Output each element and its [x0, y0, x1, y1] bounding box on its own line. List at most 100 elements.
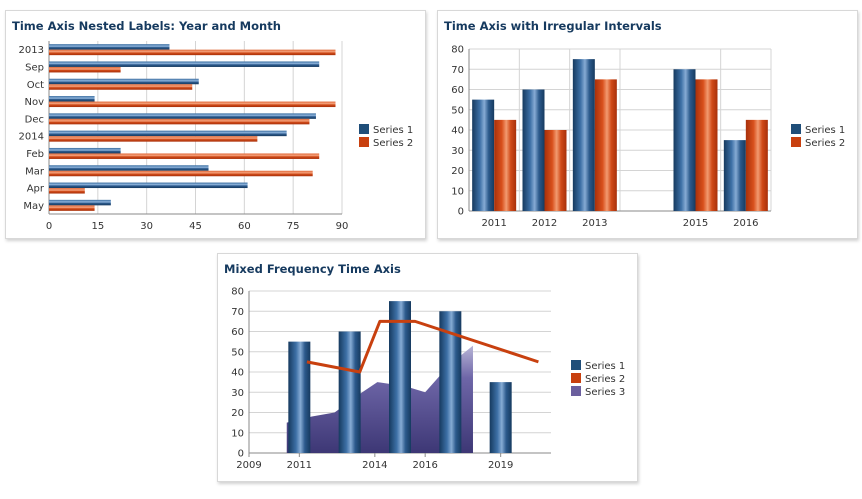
x-tick-label: 45 — [189, 221, 202, 232]
bar-series1-2017 — [439, 311, 462, 453]
bar-series1-2015 — [389, 301, 411, 453]
x-tick-label: 2011 — [481, 218, 506, 229]
legend-swatch-3 — [571, 386, 581, 396]
bar-series2-sep — [49, 66, 121, 73]
bar-series1-feb — [49, 147, 121, 154]
bar-series1-may — [49, 199, 111, 206]
legend-swatch-1 — [791, 124, 801, 134]
y-tick-label: May — [23, 201, 44, 212]
bar-series1-2011 — [472, 99, 495, 211]
chart-title: Time Axis with Irregular Intervals — [444, 19, 662, 33]
bar-series1-2013 — [49, 44, 170, 50]
x-tick-label: 2011 — [287, 460, 312, 471]
y-tick-label: 10 — [451, 186, 464, 197]
bar-series1-2015 — [673, 69, 696, 211]
bar-series1-2019 — [489, 382, 512, 453]
y-tick-label: 2013 — [19, 45, 44, 56]
legend-label-1: Series 1 — [585, 361, 625, 372]
y-tick-label: 70 — [451, 65, 464, 76]
legend-label-1: Series 1 — [373, 125, 413, 136]
y-tick-label: 2014 — [19, 132, 44, 143]
chart-irregular-intervals-svg: 0 10 20 30 40 50 60 70 80 2011 2012 2013 2015 2016 Ser… — [451, 45, 845, 230]
x-tick-label: 2016 — [733, 218, 758, 229]
bar-series2-mar — [49, 170, 313, 177]
y-tick-label: Sep — [25, 62, 44, 73]
x-tick-label: 2015 — [683, 218, 708, 229]
y-tick-label: Feb — [26, 149, 44, 160]
bar-series2-2014 — [49, 136, 258, 142]
bar-series2-2015 — [695, 79, 718, 211]
y-tick-label: 10 — [231, 428, 244, 439]
y-tick-label: 20 — [231, 408, 244, 419]
bar-series2-2012 — [544, 130, 567, 211]
x-tick-label: 90 — [336, 221, 349, 232]
x-tick-label: 2016 — [412, 460, 437, 471]
legend-label-3: Series 3 — [585, 387, 625, 398]
bar-series1-sep — [49, 61, 320, 67]
y-tick-label: 50 — [231, 347, 244, 358]
chart-title: Time Axis Nested Labels: Year and Month — [12, 19, 281, 33]
legend-swatch-2 — [571, 373, 581, 383]
chart-nested-labels-svg: 0 15 30 45 60 75 90 2013 Sep Oct Nov Dec 2014 Feb Mar A… — [19, 41, 413, 232]
chart-mixed-frequency-svg: 0 10 20 30 40 50 60 70 80 2009 2011 2014 2016 2019 Ser… — [231, 287, 625, 472]
x-tick-label: 2009 — [236, 460, 261, 471]
bar-series1-2016 — [723, 140, 746, 211]
y-tick-label: 80 — [451, 45, 464, 56]
y-tick-label: 0 — [458, 207, 464, 218]
bar-series1-2013 — [338, 331, 361, 453]
x-tick-label: 0 — [46, 221, 52, 232]
x-tick-label: 75 — [287, 221, 300, 232]
y-tick-label: 60 — [451, 85, 464, 96]
y-tick-label: Mar — [25, 166, 45, 177]
legend-label-2: Series 2 — [805, 138, 845, 149]
bar-series1-oct — [49, 78, 199, 85]
bar-series1-2014 — [49, 130, 287, 137]
x-tick-label: 15 — [91, 221, 104, 232]
legend-label-2: Series 2 — [373, 138, 413, 149]
bar-series2-2016 — [745, 119, 768, 211]
x-tick-label: 2019 — [488, 460, 513, 471]
legend-swatch-1 — [571, 360, 581, 370]
y-tick-label: 70 — [231, 307, 244, 318]
y-tick-label: 40 — [451, 126, 464, 137]
x-tick-label: 2013 — [582, 218, 607, 229]
y-tick-label: 40 — [231, 368, 244, 379]
legend-swatch-2 — [791, 137, 801, 147]
area-series3 — [286, 345, 473, 453]
bar-series2-may — [49, 205, 95, 211]
bar-series2-2013 — [594, 79, 617, 211]
y-tick-label: Dec — [25, 114, 44, 125]
chart-panel-mixed-frequency: Mixed Frequency Time Axis 0 10 20 30 40 50 60 7… — [217, 253, 638, 482]
bar-series1-nov — [49, 96, 95, 102]
bar-series1-apr — [49, 182, 248, 189]
x-tick-label: 30 — [140, 221, 153, 232]
legend-swatch-1 — [359, 124, 369, 134]
bar-series1-2011 — [288, 341, 311, 453]
bar-series2-2013 — [49, 49, 336, 56]
chart-panel-irregular-intervals: Time Axis with Irregular Intervals 0 10 20… — [437, 10, 858, 239]
bar-series1-mar — [49, 165, 209, 171]
y-tick-label: 80 — [231, 287, 244, 298]
y-tick-label: 20 — [451, 166, 464, 177]
bar-series1-2013 — [572, 59, 595, 211]
x-tick-label: 2012 — [532, 218, 557, 229]
y-tick-label: Nov — [24, 97, 44, 108]
legend-label-2: Series 2 — [585, 374, 625, 385]
bar-series2-dec — [49, 118, 310, 125]
bar-series1-dec — [49, 113, 316, 119]
y-tick-label: 30 — [231, 388, 244, 399]
x-tick-label: 2014 — [362, 460, 387, 471]
line-series2 — [306, 319, 539, 374]
y-tick-label: 50 — [451, 105, 464, 116]
chart-title: Mixed Frequency Time Axis — [224, 262, 401, 276]
legend-label-1: Series 1 — [805, 125, 845, 136]
bar-series2-apr — [49, 188, 85, 194]
x-tick-label: 60 — [238, 221, 251, 232]
bar-series1-2012 — [522, 89, 545, 211]
y-tick-label: 60 — [231, 327, 244, 338]
chart-panel-nested-labels: Time Axis Nested Labels: Year and Month … — [5, 10, 426, 239]
bar-series2-oct — [49, 84, 193, 90]
y-tick-label: Oct — [27, 80, 44, 91]
legend-swatch-2 — [359, 137, 369, 147]
y-tick-label: 0 — [238, 449, 244, 460]
